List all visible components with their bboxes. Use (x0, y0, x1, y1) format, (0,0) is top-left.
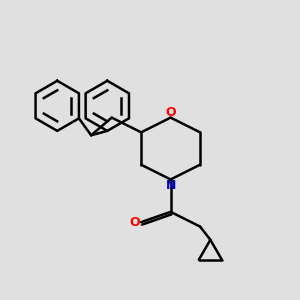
Text: O: O (165, 106, 176, 119)
Text: N: N (165, 179, 176, 192)
Text: O: O (129, 216, 140, 229)
